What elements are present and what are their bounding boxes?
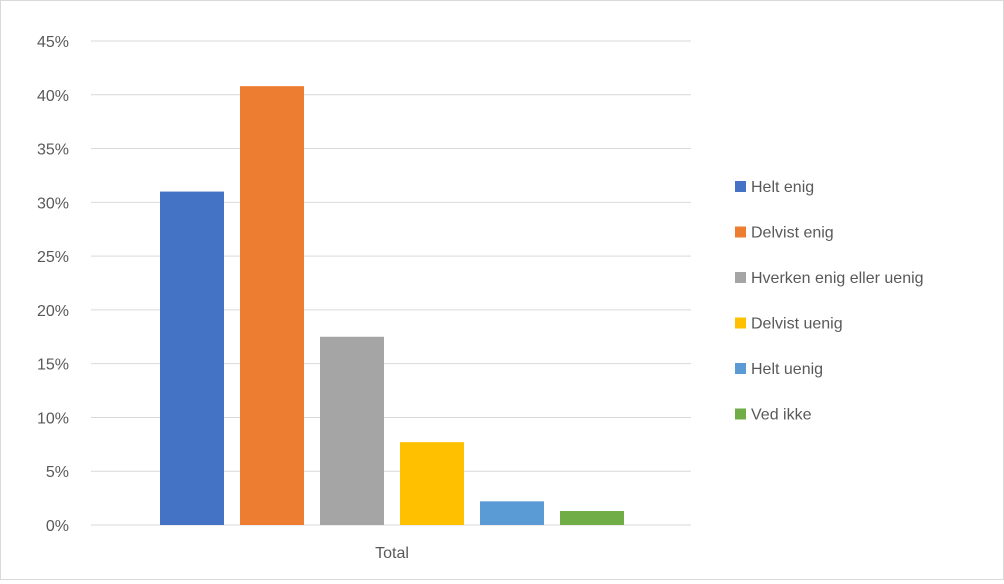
legend: Helt enig Delvist enig Hverken enig eller …	[735, 179, 924, 424]
y-tick-label: 25%	[37, 249, 69, 266]
legend-swatch	[735, 226, 746, 238]
y-tick-label: 10%	[37, 410, 69, 427]
legend-item: Hverken enig eller uenig	[735, 270, 924, 287]
y-tick-label: 40%	[37, 88, 69, 105]
legend-swatch	[735, 272, 746, 283]
legend-label: Hverken enig eller uenig	[751, 270, 924, 287]
legend-item: Helt uenig	[735, 361, 823, 378]
legend-item: Ved ikke	[735, 407, 812, 424]
x-tick-label: Total	[375, 545, 409, 562]
legend-swatch	[735, 181, 746, 192]
legend-label: Delvist enig	[751, 225, 834, 242]
y-axis: 0% 5% 10% 15% 20% 25% 30% 35% 40% 45%	[37, 34, 69, 535]
legend-swatch	[735, 408, 746, 420]
bar-ved-ikke	[560, 511, 624, 525]
legend-label: Delvist uenig	[751, 316, 843, 333]
legend-label: Ved ikke	[751, 407, 812, 424]
x-axis: Total	[375, 545, 409, 562]
legend-label: Helt uenig	[751, 361, 823, 378]
y-tick-label: 0%	[46, 518, 69, 535]
y-tick-label: 15%	[37, 357, 69, 374]
bars	[160, 86, 624, 526]
legend-swatch	[735, 363, 746, 374]
legend-label: Helt enig	[751, 179, 814, 196]
legend-item: Helt enig	[735, 179, 814, 196]
bar-helt-uenig	[480, 501, 544, 525]
y-tick-label: 45%	[37, 34, 69, 51]
bar-delvist-enig	[240, 86, 304, 525]
bar-delvist-uenig	[400, 442, 464, 525]
y-tick-label: 30%	[37, 195, 69, 212]
y-tick-label: 35%	[37, 142, 69, 159]
bar-hverken-enig-eller-uenig	[320, 336, 384, 525]
legend-item: Delvist enig	[735, 225, 834, 242]
y-tick-label: 5%	[46, 464, 69, 481]
bar-helt-enig	[160, 191, 224, 526]
legend-item: Delvist uenig	[735, 316, 843, 333]
y-tick-label: 20%	[37, 303, 69, 320]
legend-swatch	[735, 317, 746, 329]
